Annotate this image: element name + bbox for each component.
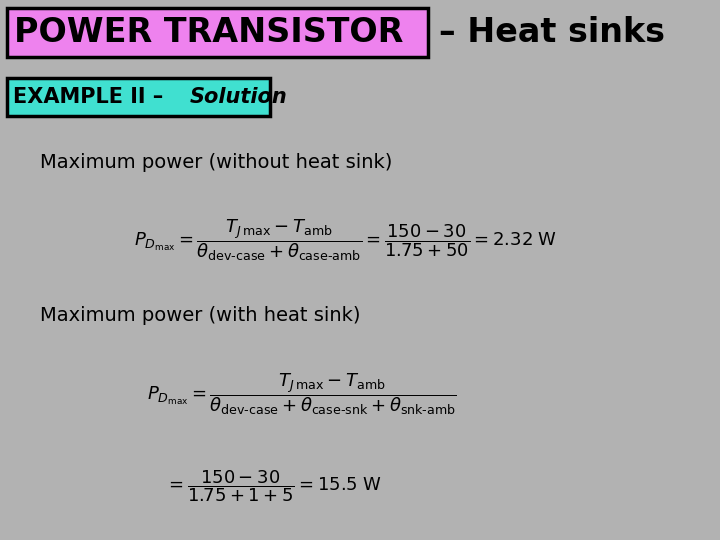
Text: Maximum power (with heat sink): Maximum power (with heat sink) (40, 306, 360, 326)
Text: $P_{D_{\mathrm{max}}} = \dfrac{T_{J\,\mathrm{max}} - T_{\mathrm{amb}}}{\theta_{\: $P_{D_{\mathrm{max}}} = \dfrac{T_{J\,\ma… (148, 372, 457, 417)
Text: $P_{D_{\mathrm{max}}} = \dfrac{T_{J\,\mathrm{max}} - T_{\mathrm{amb}}}{\theta_{\: $P_{D_{\mathrm{max}}} = \dfrac{T_{J\,\ma… (135, 218, 557, 263)
Text: – Heat sinks: – Heat sinks (439, 16, 665, 49)
Text: EXAMPLE II –: EXAMPLE II – (13, 87, 171, 107)
FancyBboxPatch shape (7, 8, 428, 57)
Text: Solution: Solution (189, 87, 287, 107)
Text: $= \dfrac{150 - 30}{1.75 + 1 + 5} = 15.5\;\mathrm{W}$: $= \dfrac{150 - 30}{1.75 + 1 + 5} = 15.5… (166, 468, 382, 504)
FancyBboxPatch shape (7, 78, 270, 116)
Text: Maximum power (without heat sink): Maximum power (without heat sink) (40, 152, 392, 172)
Text: POWER TRANSISTOR: POWER TRANSISTOR (14, 16, 404, 49)
